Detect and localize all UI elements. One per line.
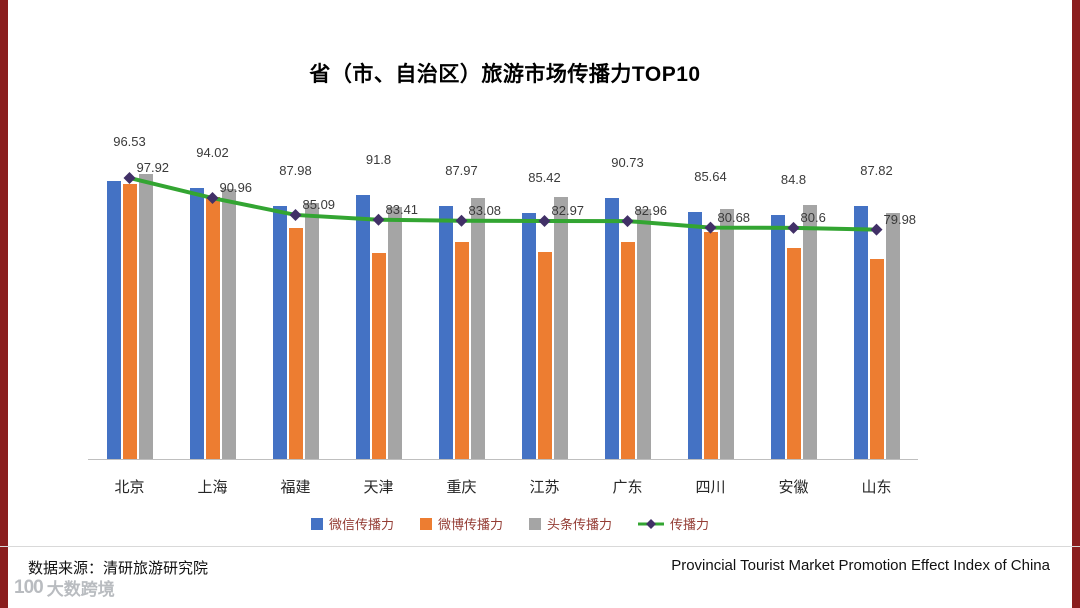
diamond-marker-icon	[870, 223, 883, 236]
wechat-bar	[106, 181, 121, 459]
x-axis-label: 天津	[363, 479, 394, 496]
footer-subtitle-en: Provincial Tourist Market Promotion Effe…	[671, 557, 1050, 574]
line-value-label: 82.96	[634, 203, 668, 219]
toutiao-bar	[636, 209, 651, 459]
legend-label: 微博传播力	[437, 517, 503, 532]
wechat-value-label: 87.82	[860, 163, 893, 179]
diamond-marker-icon	[455, 214, 468, 227]
chart-legend: 微信传播力 微博传播力 头条传播力 传播力	[0, 514, 1020, 533]
footer-divider	[0, 546, 1080, 547]
line-value-label: 80.68	[717, 209, 751, 225]
weibo-bar	[537, 251, 552, 459]
wechat-bar	[604, 197, 619, 459]
line-value-label: 83.41	[385, 201, 419, 217]
diamond-marker-icon	[787, 221, 800, 234]
x-axis-label: 江苏	[529, 479, 560, 496]
toutiao-bar	[885, 213, 900, 459]
legend-item-total: 传播力	[638, 514, 709, 533]
combo-chart: 北京 96.53 97.92 上海 94.02 90.96 福建 87.98 85.09 天津 91…	[88, 108, 918, 496]
data-source: 数据来源：清研旅游研究院	[28, 560, 209, 577]
line-value-label: 97.92	[136, 159, 170, 175]
wechat-bar	[521, 213, 536, 459]
toutiao-bar	[719, 209, 734, 459]
toutiao-bar	[553, 196, 568, 459]
diamond-marker-icon	[372, 213, 385, 226]
legend-label: 微信传播力	[328, 517, 394, 532]
legend-item-toutiao: 头条传播力	[529, 514, 612, 533]
wechat-bar	[853, 206, 868, 459]
line-value-label: 83.08	[468, 202, 502, 218]
toutiao-bar	[304, 202, 319, 459]
toutiao-bar	[802, 204, 817, 459]
wechat-bar	[770, 214, 785, 459]
wechat-value-label: 87.97	[445, 162, 478, 178]
wechat-value-label: 96.53	[113, 133, 146, 149]
x-axis-label: 福建	[280, 479, 311, 496]
weibo-bar	[205, 197, 220, 459]
x-axis-label: 广东	[612, 479, 643, 496]
line-value-label: 82.97	[551, 203, 585, 219]
toutiao-swatch-icon	[529, 517, 541, 530]
diamond-marker-icon	[123, 171, 136, 184]
x-axis-label: 上海	[197, 479, 228, 496]
toutiao-bar	[138, 173, 153, 459]
watermark: 100 大数跨境	[14, 575, 115, 600]
diamond-marker-icon	[621, 215, 634, 228]
weibo-bar	[703, 232, 718, 459]
wechat-value-label: 84.8	[780, 171, 807, 187]
wechat-value-label: 85.42	[528, 169, 561, 185]
weibo-bar	[288, 228, 303, 459]
wechat-value-label: 91.8	[365, 151, 392, 167]
weibo-bar	[869, 259, 884, 459]
x-axis-label: 北京	[114, 479, 145, 496]
wechat-bar	[355, 194, 370, 459]
diamond-marker-icon	[538, 215, 551, 228]
wechat-value-label: 94.02	[196, 145, 229, 161]
wechat-value-label: 87.98	[279, 162, 312, 178]
line-value-label: 80.6	[800, 209, 826, 225]
toutiao-bar	[387, 207, 402, 459]
line-value-label: 85.09	[302, 196, 336, 212]
wechat-bar	[189, 188, 204, 459]
legend-label: 头条传播力	[547, 517, 613, 532]
legend-item-wechat: 微信传播力	[310, 514, 394, 533]
legend-label: 传播力	[670, 517, 710, 532]
wechat-bar	[687, 212, 702, 459]
legend-item-weibo: 微博传播力	[419, 514, 503, 533]
weibo-swatch-icon	[419, 517, 432, 530]
watermark-text: 大数跨境	[46, 580, 115, 599]
x-axis-label: 重庆	[446, 479, 477, 496]
wechat-swatch-icon	[310, 517, 323, 530]
toutiao-bar	[221, 188, 236, 459]
chart-title: 省（市、自治区）旅游市场传播力TOP10	[309, 63, 701, 86]
line-value-label: 90.96	[219, 180, 253, 196]
weibo-bar	[786, 247, 801, 459]
wechat-value-label: 85.64	[694, 169, 727, 185]
diamond-marker-icon	[289, 208, 302, 221]
watermark-logo: 100	[14, 576, 44, 598]
wechat-bar	[272, 205, 287, 459]
wechat-value-label: 90.73	[611, 154, 644, 170]
toutiao-bar	[470, 198, 485, 459]
x-axis-label: 四川	[695, 479, 726, 496]
weibo-bar	[620, 242, 635, 459]
left-edge-decoration	[0, 0, 8, 608]
wechat-bar	[438, 205, 453, 459]
right-edge-decoration	[1072, 0, 1080, 608]
total-line-swatch-icon	[638, 518, 665, 529]
line-value-label: 79.98	[883, 211, 917, 227]
x-axis-label: 山东	[861, 479, 892, 496]
x-axis-label: 安徽	[778, 479, 809, 496]
weibo-bar	[454, 242, 469, 459]
weibo-bar	[371, 253, 386, 459]
weibo-bar	[122, 183, 137, 459]
